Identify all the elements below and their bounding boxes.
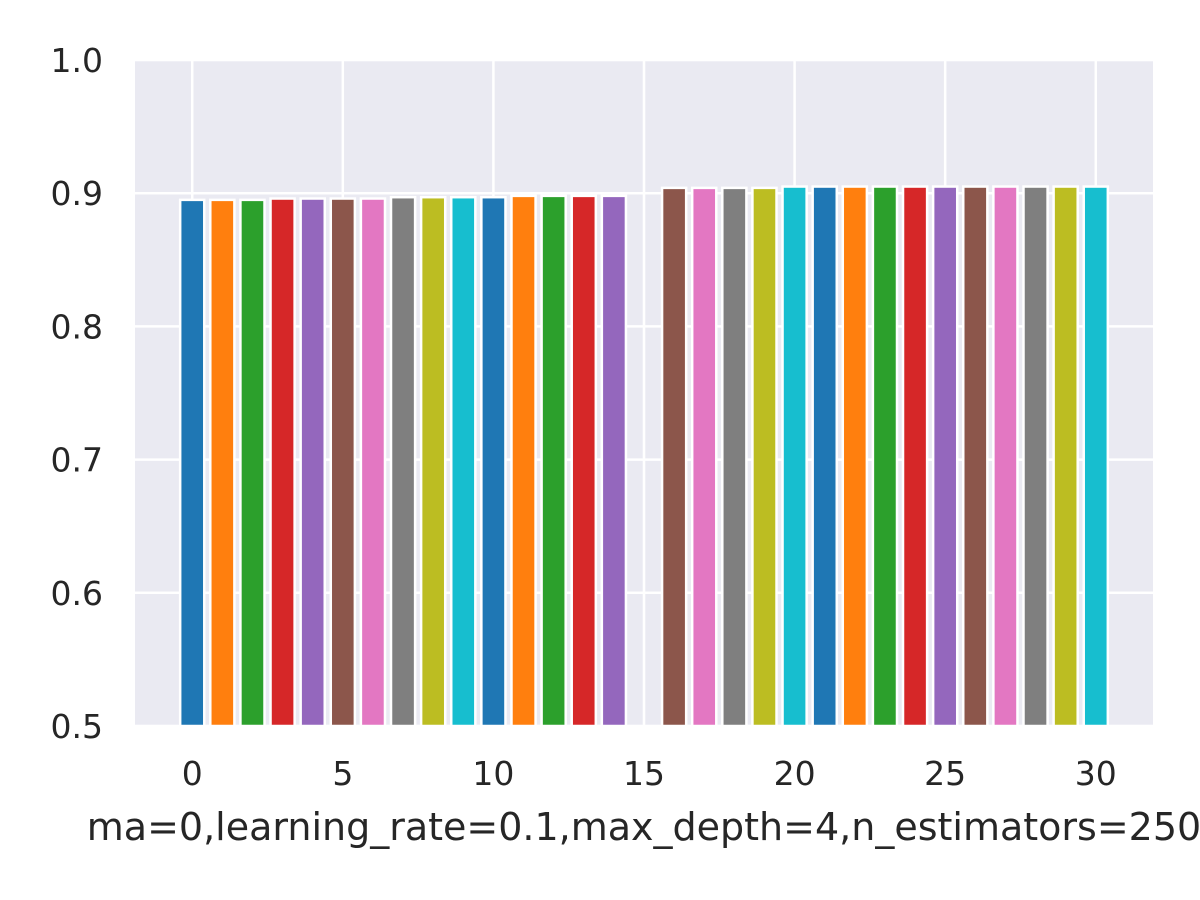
bar [781,185,808,728]
bar [1052,185,1079,728]
bar [299,197,326,728]
y-tick-label: 1.0 [51,41,103,80]
x-tick-label: 25 [924,754,966,793]
x-tick-label: 20 [774,754,816,793]
bar [178,198,206,728]
bar [480,195,507,728]
bar [721,186,748,728]
bar [992,185,1019,728]
bar [570,194,598,728]
bar [1022,185,1049,728]
bar [901,185,929,728]
y-tick-label: 0.9 [51,174,103,213]
bar [269,197,296,728]
x-tick-label: 15 [623,754,665,793]
bar [239,198,266,728]
bar [1082,185,1110,728]
bar [751,186,778,728]
bar [962,185,989,728]
bar [329,197,357,728]
bar [209,198,236,728]
x-tick-label: 10 [472,754,514,793]
bar [660,186,688,728]
x-tick-label: 5 [332,754,353,793]
bar [811,185,839,728]
y-tick-labels: 0.5 0.6 0.7 0.8 0.9 1.0 [51,41,103,746]
bar [600,194,628,728]
bar [510,194,537,728]
x-tick-labels: 0 5 10 15 20 25 30 [182,754,1117,793]
bar [359,197,387,728]
bar [449,195,477,728]
y-tick-label: 0.7 [51,441,103,480]
x-axis-label: ma=0,learning_rate=0.1,max_depth=4,n_est… [87,805,1200,849]
y-tick-label: 0.5 [51,707,103,746]
bar [419,195,447,728]
bar [690,186,718,728]
x-tick-label: 30 [1075,754,1117,793]
bar [841,185,869,728]
y-tick-label: 0.6 [51,574,103,613]
x-tick-label: 0 [182,754,203,793]
bar [931,185,959,728]
bar [389,195,417,728]
bar [871,185,899,728]
y-tick-label: 0.8 [51,307,103,346]
bar [540,194,567,728]
bars [178,185,1110,728]
